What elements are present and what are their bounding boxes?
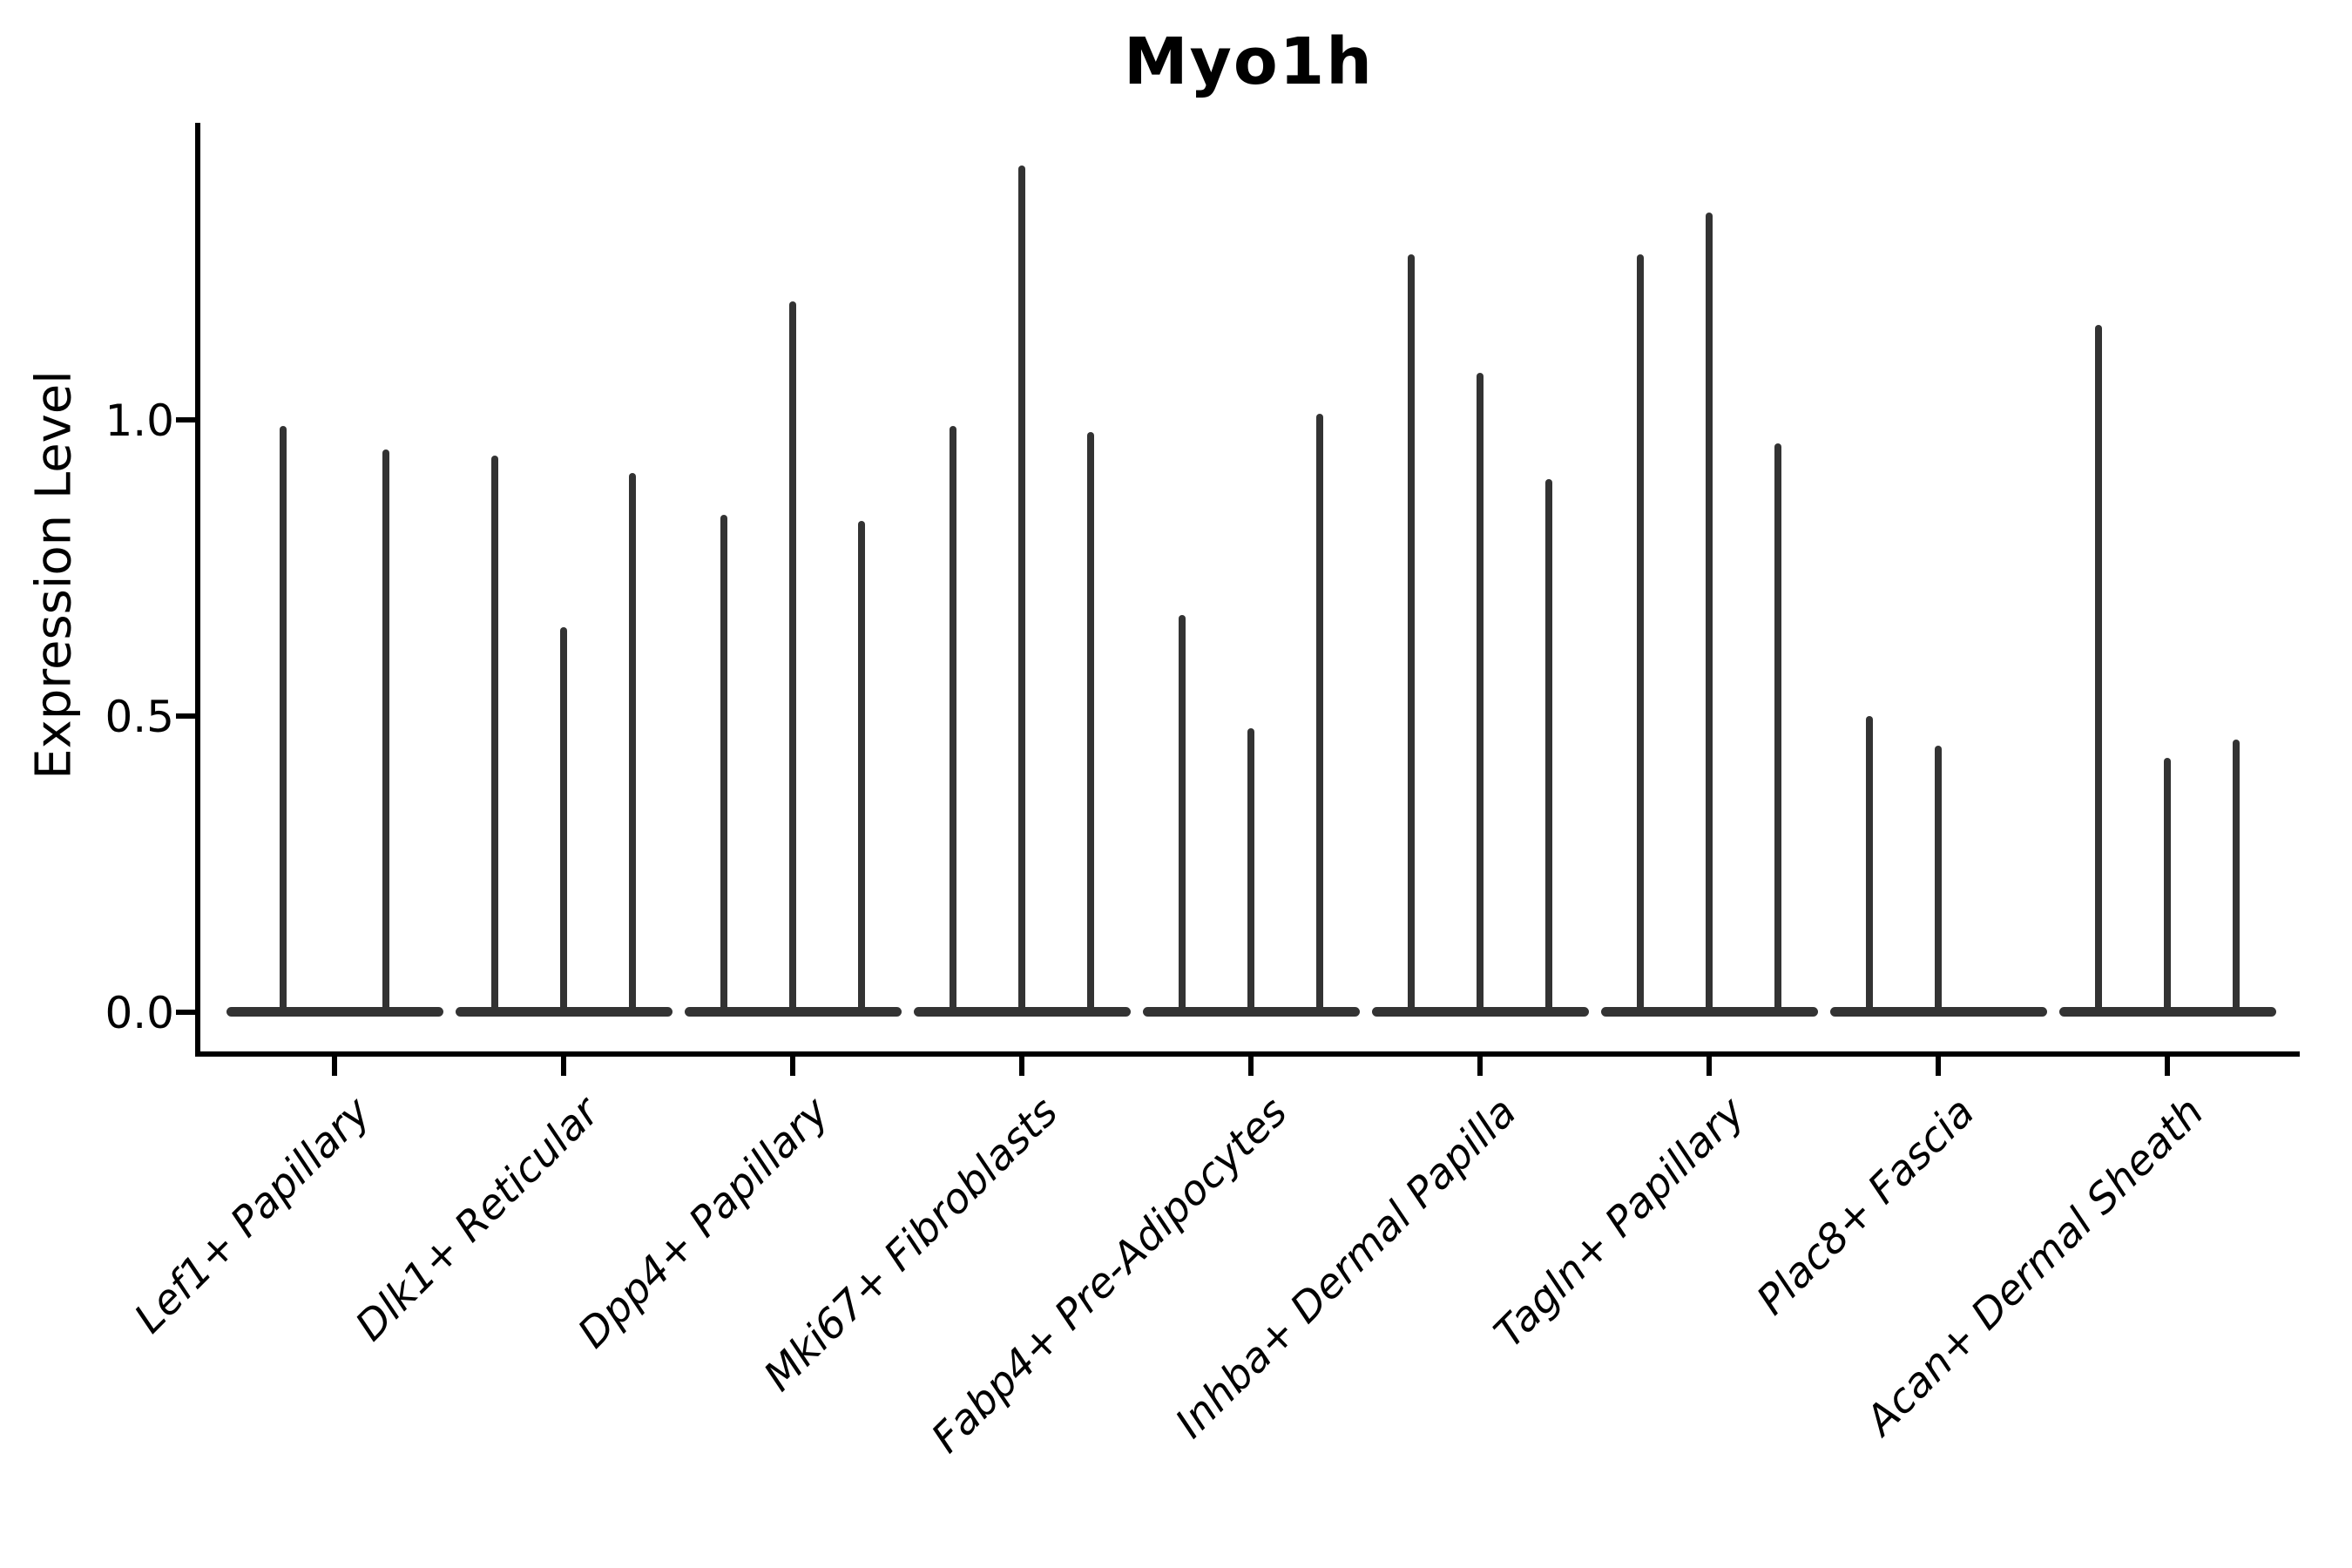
violin-spike	[1477, 372, 1484, 1009]
violin-spike	[629, 473, 636, 1009]
violin-spike	[858, 520, 865, 1009]
violin-body	[1142, 1007, 1360, 1017]
violin-spike	[1545, 479, 1552, 1009]
x-tick-mark	[1019, 1057, 1024, 1076]
violin-spike	[1866, 716, 1873, 1009]
x-axis-spine	[195, 1051, 2300, 1057]
y-tick-label: 1.0	[105, 395, 174, 446]
violin-body	[455, 1007, 672, 1017]
violin-spike	[1179, 615, 1186, 1009]
x-tick-mark	[561, 1057, 566, 1076]
x-tick-mark	[332, 1057, 337, 1076]
y-tick-label: 0.5	[105, 692, 174, 742]
y-axis-spine	[195, 123, 200, 1057]
violin-spike	[1706, 213, 1713, 1009]
violin-spike	[2095, 325, 2102, 1009]
x-category-label: Lef1+ Papillary	[125, 1088, 381, 1343]
y-tick-mark	[176, 1010, 195, 1015]
violin-spike	[950, 425, 956, 1009]
violin-body	[1600, 1007, 1818, 1017]
violin-spike	[1087, 431, 1094, 1009]
violin-spike	[2164, 757, 2171, 1009]
violin-body	[2058, 1007, 2276, 1017]
violin-body	[1371, 1007, 1589, 1017]
x-tick-mark	[790, 1057, 795, 1076]
violin-spike	[2233, 740, 2240, 1009]
y-tick-mark	[176, 713, 195, 719]
x-category-label: Tagln+ Papillary	[1485, 1088, 1755, 1357]
violin-body	[1829, 1007, 2047, 1017]
violin-spike	[279, 425, 287, 1009]
violin-spike	[1637, 253, 1644, 1009]
violin-spike	[1247, 727, 1254, 1009]
violin-spike	[1774, 443, 1781, 1009]
y-tick-label: 0.0	[105, 988, 174, 1038]
x-category-label: Dlk1+ Reticular	[347, 1088, 610, 1351]
violin-body	[913, 1007, 1131, 1017]
y-tick-mark	[176, 417, 195, 422]
violin-spike	[789, 301, 796, 1009]
x-tick-mark	[1248, 1057, 1254, 1076]
violin-spike	[1408, 253, 1415, 1009]
x-tick-mark	[1936, 1057, 1941, 1076]
violin-body	[684, 1007, 902, 1017]
violin-spike	[1935, 746, 1942, 1009]
violin-spike	[560, 627, 567, 1009]
chart-title: Myo1h	[1124, 24, 1374, 99]
x-category-label: Plac8+ Fascia	[1747, 1088, 1984, 1325]
x-category-label: Dpp4+ Papillary	[568, 1088, 839, 1358]
violin-body	[226, 1007, 443, 1017]
violin-spike	[491, 455, 498, 1009]
violin-spike	[382, 449, 390, 1009]
violin-spike	[720, 514, 727, 1009]
x-tick-mark	[1707, 1057, 1712, 1076]
violin-spike	[1316, 414, 1323, 1009]
violin-spike	[1018, 165, 1025, 1009]
x-tick-mark	[2165, 1057, 2170, 1076]
x-tick-mark	[1477, 1057, 1483, 1076]
